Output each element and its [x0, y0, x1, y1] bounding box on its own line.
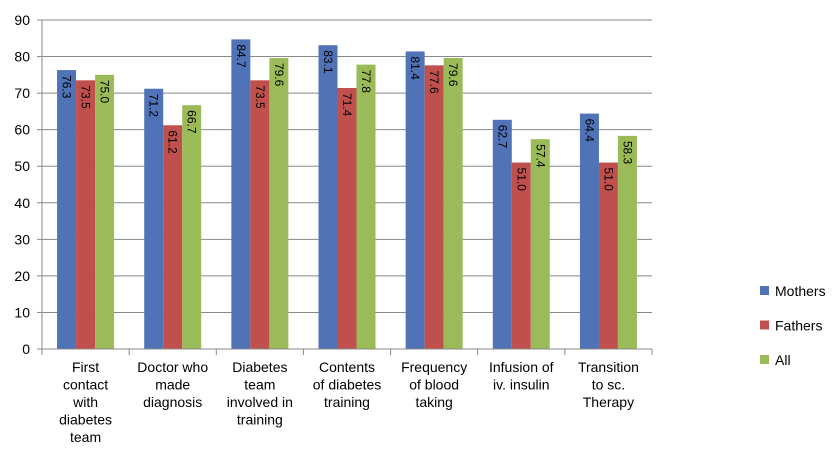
x-tick-label: to sc. — [592, 377, 625, 393]
x-tick-label: team — [244, 377, 275, 393]
bar — [163, 125, 183, 349]
legend-swatch — [760, 355, 769, 364]
value-label: 79.6 — [446, 63, 460, 87]
legend-label: All — [775, 352, 791, 368]
value-label: 58.3 — [620, 141, 634, 165]
value-label: 71.2 — [147, 94, 161, 118]
value-label: 61.2 — [166, 130, 180, 154]
value-label: 81.4 — [408, 56, 422, 80]
bar — [598, 162, 618, 349]
x-tick-label: made — [155, 377, 190, 393]
bar — [492, 119, 512, 350]
y-tick-label: 70 — [14, 85, 30, 101]
y-tick-label: 30 — [14, 231, 30, 247]
y-tick-label: 20 — [14, 268, 30, 284]
x-tick-label: with — [72, 394, 98, 410]
x-tick-label: Infusion of — [489, 359, 554, 375]
bar — [269, 58, 289, 350]
x-tick-label: team — [70, 429, 101, 445]
bar — [530, 139, 550, 349]
x-tick-label: of diabetes — [313, 377, 382, 393]
bar — [250, 80, 270, 350]
value-label: 57.4 — [533, 144, 547, 168]
x-tick-label: involved in — [227, 394, 293, 410]
x-tick-label: taking — [415, 394, 452, 410]
bar — [511, 162, 531, 349]
value-label: 79.6 — [272, 63, 286, 87]
bar — [617, 135, 637, 349]
bar — [76, 80, 96, 350]
bar — [318, 45, 338, 350]
value-label: 83.1 — [321, 50, 335, 74]
value-label: 71.4 — [340, 93, 354, 117]
x-tick-label: Frequency — [401, 359, 467, 375]
bar — [144, 88, 164, 350]
value-label: 77.6 — [427, 70, 441, 94]
x-tick-label: training — [237, 412, 283, 428]
x-tick-label: Therapy — [583, 394, 634, 410]
x-tick-label: of blood — [409, 377, 459, 393]
bar — [424, 65, 444, 349]
value-label: 64.4 — [582, 119, 596, 143]
x-tick-label: contact — [63, 377, 108, 393]
value-label: 84.7 — [234, 44, 248, 68]
y-tick-label: 50 — [14, 158, 30, 174]
bar — [579, 113, 599, 350]
value-label: 51.0 — [601, 168, 615, 192]
y-tick-label: 10 — [14, 304, 30, 320]
value-label: 75.0 — [98, 80, 112, 104]
y-tick-label: 0 — [22, 341, 30, 357]
bar — [57, 70, 77, 349]
bar — [231, 39, 251, 349]
value-label: 62.7 — [495, 125, 509, 149]
x-tick-label: training — [324, 394, 370, 410]
value-label: 77.8 — [359, 70, 373, 94]
x-tick-label: iv. insulin — [493, 377, 550, 393]
legend-swatch — [760, 286, 769, 295]
bar — [356, 64, 376, 349]
legend-label: Mothers — [775, 283, 826, 299]
x-tick-label: Diabetes — [232, 359, 287, 375]
bar — [95, 74, 115, 349]
x-tick-label: Doctor who — [137, 359, 208, 375]
bar — [405, 51, 425, 350]
y-tick-label: 40 — [14, 195, 30, 211]
x-tick-label: diabetes — [59, 412, 112, 428]
bar — [443, 58, 463, 350]
value-label: 66.7 — [185, 110, 199, 134]
x-tick-label: Transition — [578, 359, 639, 375]
bar — [337, 87, 357, 349]
x-tick-label: diagnosis — [143, 394, 202, 410]
legend-swatch — [760, 320, 769, 330]
value-label: 73.5 — [253, 85, 267, 109]
value-label: 51.0 — [514, 168, 528, 192]
x-tick-label: First — [72, 359, 99, 375]
y-tick-label: 90 — [14, 12, 30, 28]
y-tick-label: 60 — [14, 122, 30, 138]
bar — [182, 105, 202, 350]
legend-label: Fathers — [775, 318, 822, 334]
value-label: 76.3 — [60, 75, 74, 99]
x-tick-label: Contents — [319, 359, 375, 375]
y-tick-label: 80 — [14, 49, 30, 65]
value-label: 73.5 — [79, 85, 93, 109]
